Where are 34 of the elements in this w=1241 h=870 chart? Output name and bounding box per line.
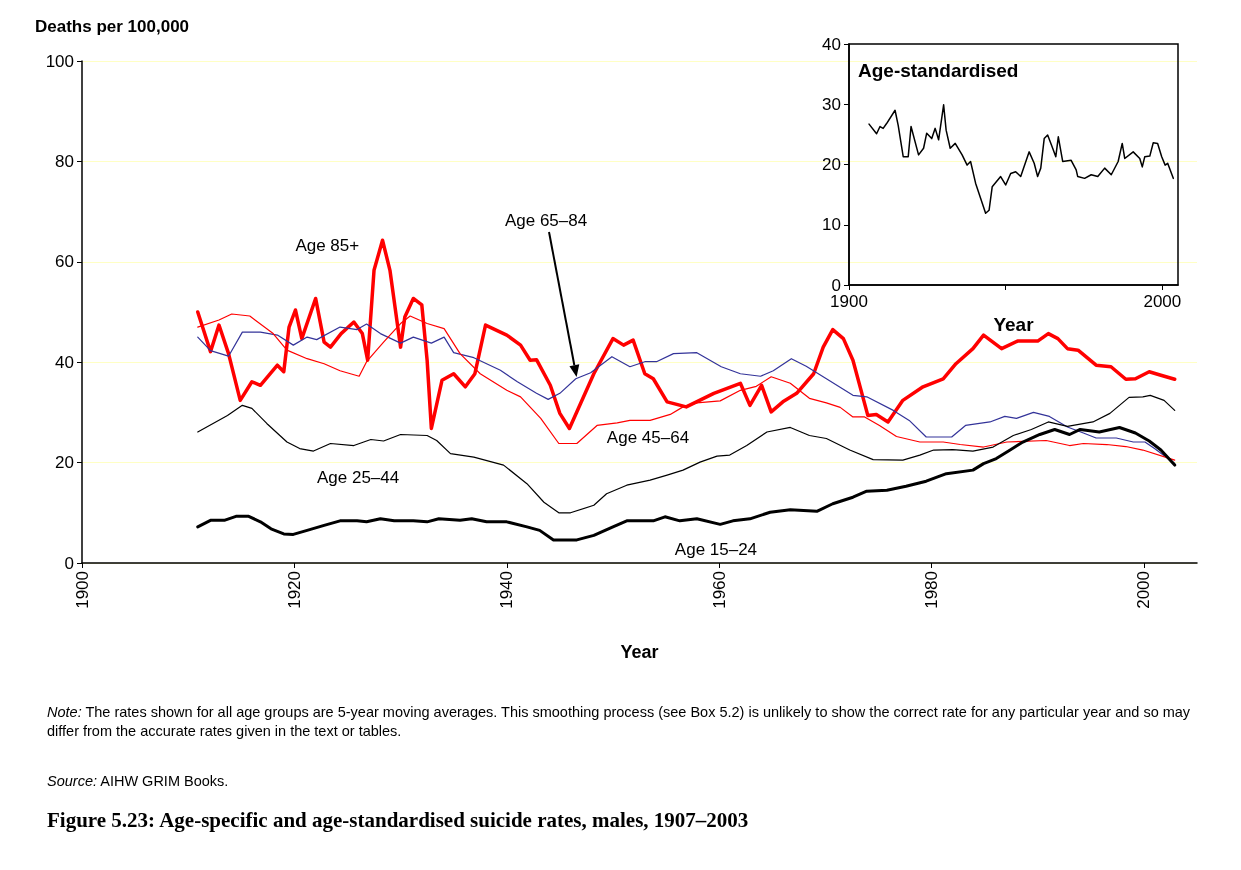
text: Note: The rates shown for all age groups are 5-year moving averages. This smoothing process (see Box 5.2) is unlikely to show the correct rate for any particular year and so may differ from the accurate rates given in the text or tables. [47, 703, 1192, 741]
y-tick-label: 0 [831, 275, 841, 295]
series-label: Age 45–64 [606, 428, 690, 447]
x-tick-label: 1940 [497, 571, 517, 609]
y-tick-label: 40 [55, 352, 74, 372]
series-label: Age 25–44 [316, 467, 400, 487]
source-note: Source: AIHW GRIM Books. [47, 772, 230, 791]
y-tick-label: 60 [55, 252, 74, 272]
y-tick-label: 10 [822, 215, 841, 235]
text: Figure 5.23: Age-specific and age-standardised suicide rates, males, 1907–2003 [47, 808, 749, 833]
line-series [196, 425, 1177, 542]
y-tick-label: 100 [45, 51, 74, 71]
x-tick-label: 2000 [1134, 571, 1154, 609]
text: Age-standardised [858, 60, 1019, 81]
x-tick-label: 2000 [1143, 292, 1182, 311]
y-tick-label: 30 [822, 94, 841, 114]
x-tick-label: 1900 [72, 571, 92, 609]
x-tick-label: 1900 [830, 292, 868, 311]
y-tick-label: 20 [55, 453, 74, 473]
y-tick-label: 80 [55, 151, 74, 171]
x-axis-title: Year [620, 642, 659, 662]
y-tick-label: 20 [822, 155, 841, 174]
series-label: Age 15–24 [674, 539, 758, 559]
y-tick-label: 40 [822, 34, 841, 54]
x-axis-title: Year [993, 314, 1035, 335]
x-tick-label: 1960 [709, 571, 729, 609]
x-tick-label: 1920 [284, 571, 304, 609]
line-series [868, 104, 1175, 215]
y-axis-title: Deaths per 100,000 [35, 17, 190, 36]
line-series [197, 394, 1176, 514]
y-tick-label: 0 [64, 553, 74, 573]
x-tick-label: 1980 [922, 571, 942, 609]
text: Age 65–84 [504, 211, 588, 231]
series-label: Age 85+ [295, 235, 360, 255]
